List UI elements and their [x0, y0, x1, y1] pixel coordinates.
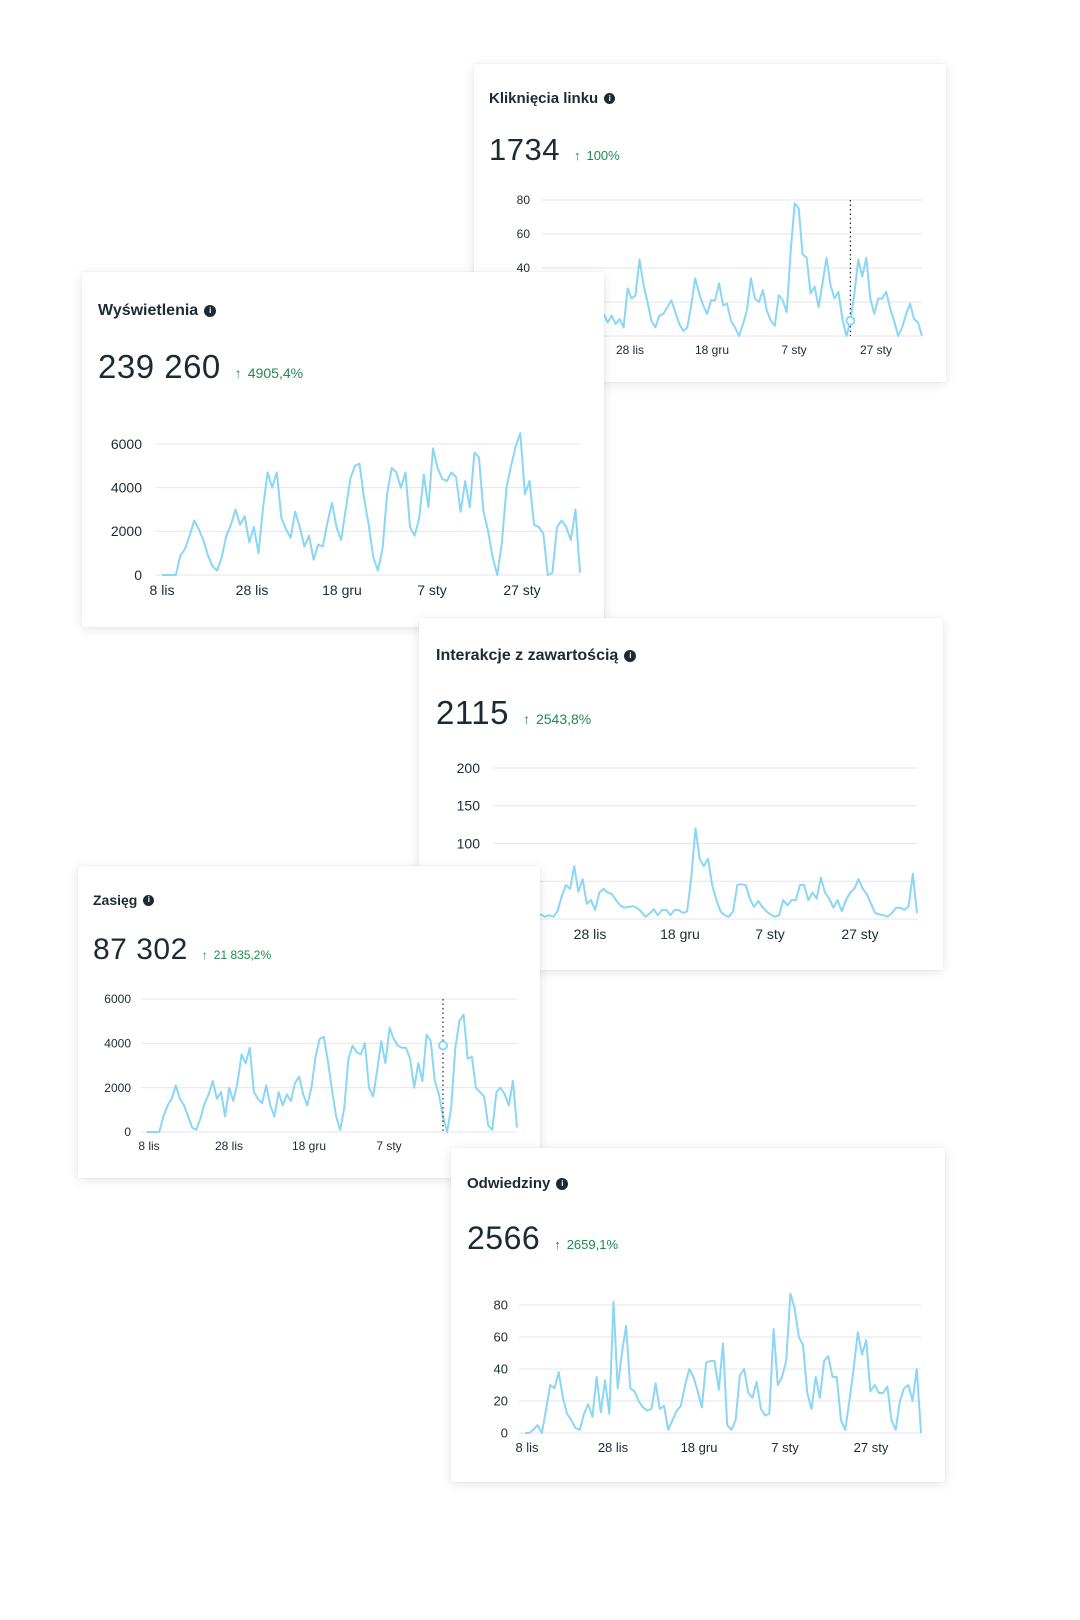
chart-zasieg: 0 2000 4000 6000 8 lis 28 lis 18 gru 7 sty	[104, 992, 518, 1153]
x-tick-label: 7 sty	[417, 582, 447, 598]
x-tick-label: 27 sty	[854, 1440, 889, 1455]
x-tick-label: 7 sty	[755, 926, 785, 942]
series-line[interactable]	[525, 1292, 922, 1434]
y-tick-label: 200	[457, 760, 481, 776]
y-tick-label: 2000	[111, 523, 142, 539]
metric-value: 2115	[436, 694, 509, 731]
info-icon[interactable]: i	[556, 1177, 569, 1190]
metric: 2566 ↑ 2659,1%	[467, 1220, 618, 1257]
y-tick-label: 60	[494, 1330, 508, 1345]
y-tick-label: 4000	[111, 480, 142, 496]
metric-value: 239 260	[98, 348, 221, 385]
x-tick-label: 28 lis	[215, 1139, 243, 1153]
y-tick-label: 40	[517, 261, 531, 275]
info-icon[interactable]: i	[604, 93, 616, 104]
arrow-up-icon: ↑	[573, 148, 581, 163]
x-tick-label: 27 sty	[503, 582, 540, 598]
metric: 1734 ↑ 100%	[489, 132, 620, 168]
card-title-label: Wyświetlenia	[98, 302, 199, 319]
metric-value: 2566	[467, 1220, 541, 1256]
card-title: Kliknięcia linku i	[489, 90, 616, 107]
arrow-up-icon: ↑	[554, 1237, 561, 1252]
change-percent: 100%	[586, 148, 620, 163]
metric: 87 302 ↑ 21 835,2%	[93, 933, 271, 967]
y-tick-label: 60	[517, 227, 531, 241]
y-tick-label: 6000	[104, 992, 131, 1006]
y-tick-label: 40	[494, 1362, 508, 1377]
arrow-up-icon: ↑	[201, 948, 208, 962]
card-title-label: Kliknięcia linku	[489, 90, 599, 107]
card-zasieg: Zasięg i 87 302 ↑ 21 835,2% 0 2000 4000 600…	[78, 866, 540, 1178]
y-tick-label: 100	[457, 835, 481, 851]
change-percent: 21 835,2%	[213, 948, 272, 962]
x-tick-label: 28 lis	[574, 926, 607, 942]
metric-change: ↑ 21 835,2%	[202, 948, 271, 962]
card-odwiedziny: Odwiedziny i 2566 ↑ 2659,1% 0 20 40 60 80 8 l…	[451, 1148, 945, 1482]
card-title-label: Interakcje z zawartością	[436, 647, 619, 664]
y-tick-label: 2000	[104, 1081, 131, 1095]
info-icon[interactable]: i	[204, 305, 217, 317]
arrow-up-icon: ↑	[522, 711, 530, 727]
x-tick-label: 7 sty	[376, 1139, 401, 1153]
x-tick-label: 27 sty	[841, 926, 878, 942]
info-icon[interactable]: i	[624, 650, 637, 662]
series-line[interactable]	[162, 432, 581, 576]
x-tick-label: 27 sty	[860, 343, 892, 357]
x-tick-label: 18 gru	[292, 1139, 326, 1153]
y-tick-label: 0	[124, 1125, 131, 1139]
series-line[interactable]	[147, 1013, 518, 1133]
arrow-up-icon: ↑	[234, 365, 242, 381]
card-title: Interakcje z zawartością i	[436, 647, 637, 665]
x-tick-label: 8 lis	[515, 1440, 539, 1455]
series-line[interactable]	[548, 202, 923, 337]
x-tick-label: 18 gru	[681, 1440, 718, 1455]
series-line[interactable]	[499, 827, 918, 920]
metric-change: ↑ 4905,4%	[235, 365, 303, 381]
card-title: Odwiedziny i	[467, 1175, 569, 1192]
x-tick-label: 8 lis	[150, 582, 175, 598]
card-title-label: Odwiedziny	[467, 1175, 551, 1192]
x-tick-label: 7 sty	[771, 1440, 799, 1455]
y-tick-label: 20	[494, 1394, 508, 1409]
change-percent: 4905,4%	[247, 365, 304, 381]
metric-change: ↑ 2543,8%	[523, 711, 591, 727]
metric: 239 260 ↑ 4905,4%	[98, 348, 303, 386]
x-tick-label: 18 gru	[660, 926, 700, 942]
info-icon[interactable]: i	[143, 894, 155, 906]
chart-odwiedziny: 0 20 40 60 80 8 lis 28 lis 18 gru 7 sty 27 sty	[494, 1292, 922, 1455]
change-percent: 2659,1%	[566, 1237, 619, 1252]
metric-change: ↑ 100%	[574, 148, 620, 163]
card-title: Wyświetlenia i	[98, 302, 217, 320]
metric-value: 1734	[489, 132, 560, 167]
y-tick-label: 4000	[104, 1037, 131, 1051]
x-tick-label: 8 lis	[138, 1139, 159, 1153]
y-tick-label: 80	[494, 1298, 508, 1313]
metric: 2115 ↑ 2543,8%	[436, 694, 591, 732]
x-tick-label: 18 gru	[322, 582, 362, 598]
x-tick-label: 28 lis	[616, 343, 644, 357]
card-title-label: Zasięg	[93, 892, 138, 908]
y-tick-label: 6000	[111, 436, 142, 452]
metric-change: ↑ 2659,1%	[554, 1237, 618, 1252]
chart-wyswietlenia: 0 2000 4000 6000 8 lis 28 lis 18 gru 7 sty 27 st…	[111, 432, 581, 598]
card-title: Zasięg i	[93, 892, 155, 908]
hover-point[interactable]	[845, 315, 856, 326]
card-wyswietlenia: Wyświetlenia i 239 260 ↑ 4905,4% 0 2000 40…	[82, 272, 604, 627]
change-percent: 2543,8%	[535, 711, 592, 727]
metric-value: 87 302	[93, 933, 188, 966]
x-tick-label: 28 lis	[236, 582, 269, 598]
y-tick-label: 150	[457, 798, 481, 814]
x-tick-label: 7 sty	[781, 343, 806, 357]
hover-point[interactable]	[438, 1040, 448, 1051]
y-tick-label: 0	[501, 1426, 508, 1441]
x-tick-label: 18 gru	[695, 343, 729, 357]
y-tick-label: 0	[134, 567, 142, 583]
y-tick-label: 80	[517, 193, 531, 207]
x-tick-label: 28 lis	[598, 1440, 629, 1455]
